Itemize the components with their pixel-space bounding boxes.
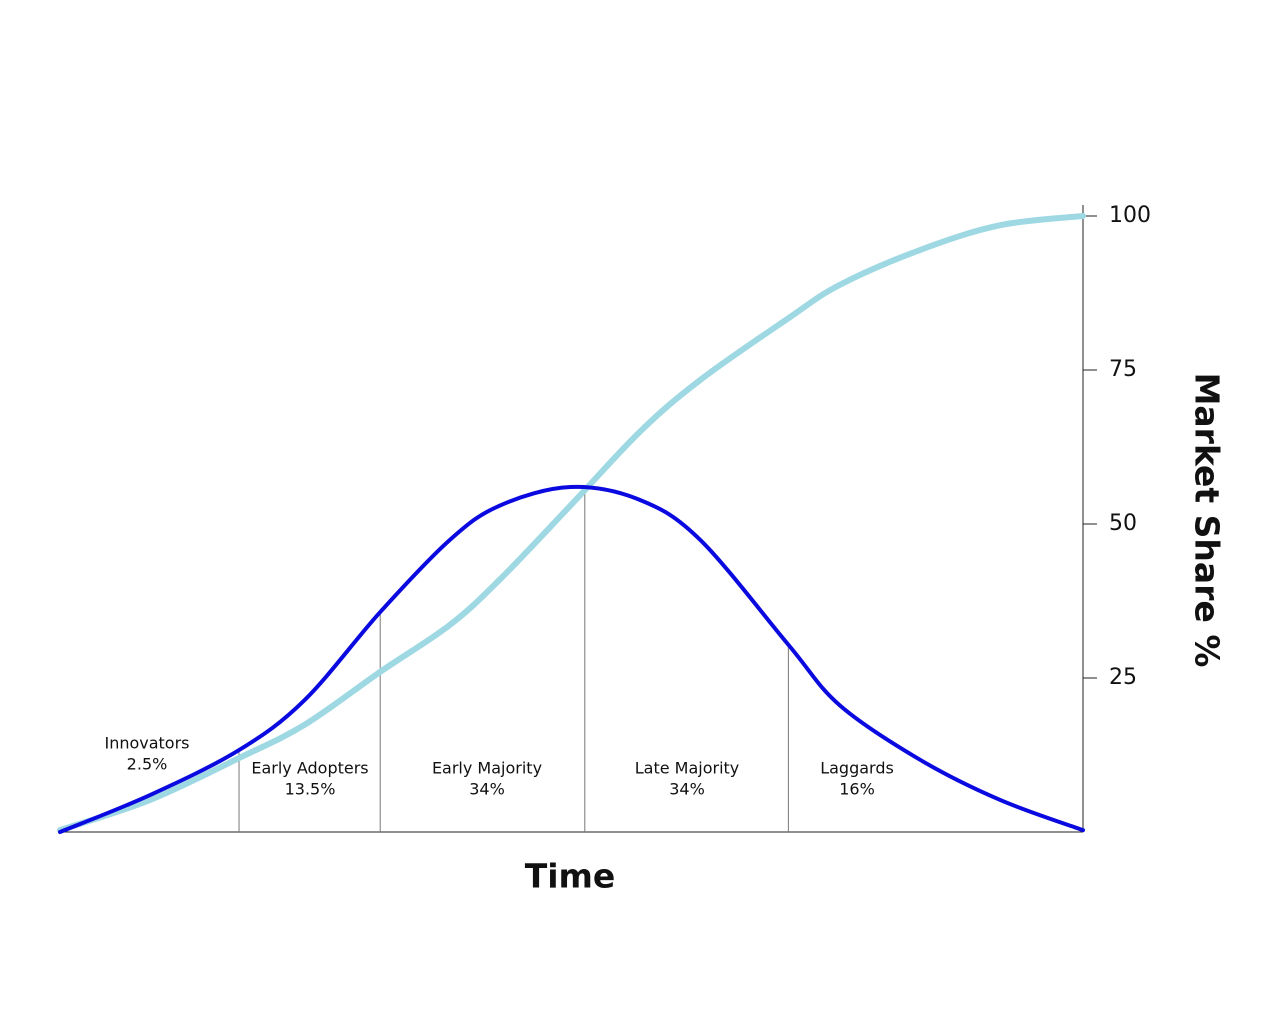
segment-share: 2.5% — [127, 755, 168, 774]
y-tick-label: 50 — [1109, 511, 1137, 536]
segment-share: 34% — [669, 780, 705, 799]
y-axis-title: Market Share % — [1188, 373, 1227, 668]
segment-name: Innovators — [104, 734, 189, 753]
y-tick-label: 100 — [1109, 203, 1151, 228]
segment-name: Early Majority — [432, 759, 542, 778]
curve — [57, 213, 1086, 834]
x-axis-title: Time — [525, 857, 616, 896]
segment-name: Late Majority — [635, 759, 740, 778]
curve — [58, 484, 1085, 834]
segment-share: 16% — [839, 780, 875, 799]
y-tick-label: 25 — [1109, 665, 1137, 690]
segment-name: Laggards — [820, 759, 894, 778]
segment-share: 34% — [469, 780, 505, 799]
y-tick-label: 75 — [1109, 357, 1137, 382]
segment-name: Early Adopters — [251, 759, 368, 778]
segment-share: 13.5% — [285, 780, 336, 799]
